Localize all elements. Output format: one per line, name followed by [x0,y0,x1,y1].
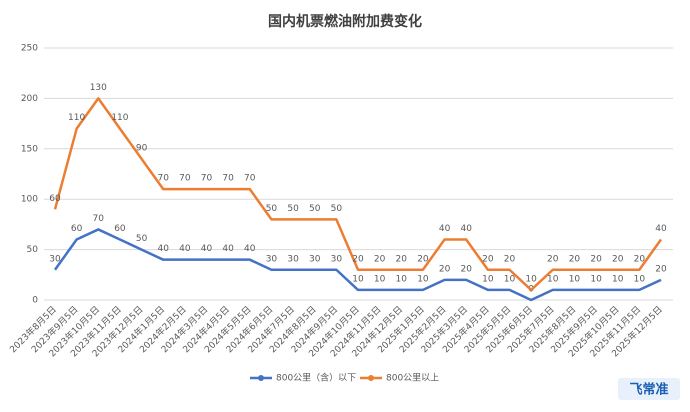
data-label: 50 [136,234,148,244]
data-label: 10 [417,274,429,284]
data-label: 30 [331,254,343,264]
data-label: 60 [71,224,83,234]
data-label: 70 [93,214,105,224]
data-label: 40 [655,224,667,234]
chart-title: 国内机票燃油附加费变化 [268,13,422,30]
y-tick-label: 0 [32,296,38,306]
data-label: 10 [612,274,624,284]
data-label: 10 [547,274,559,284]
y-tick-label: 150 [21,144,38,154]
data-label: 130 [90,83,107,93]
data-label: 70 [222,174,234,184]
data-label: 10 [634,274,646,284]
data-label: 40 [179,244,191,254]
line-series [53,228,662,302]
data-label: 20 [612,254,624,264]
data-label: 50 [287,204,299,214]
data-label: 40 [439,224,451,234]
data-label: 10 [569,274,581,284]
data-label: 50 [331,204,343,214]
data-label: 60 [114,224,126,234]
data-label: 20 [352,254,364,264]
data-label: 20 [439,264,451,274]
legend-marker [368,375,374,381]
y-tick-label: 100 [21,195,38,205]
y-tick-label: 50 [27,245,39,255]
legend-label: 800公里（含）以下 [276,372,356,384]
data-label: 20 [655,264,667,274]
legend-marker [258,375,264,381]
y-tick-label: 250 [21,44,38,54]
data-label: 70 [244,174,256,184]
data-label: 20 [396,254,408,264]
data-label: 70 [201,174,213,184]
data-label: 10 [396,274,408,284]
data-label: 20 [634,254,646,264]
data-label: 30 [49,254,61,264]
data-label: 90 [136,143,148,153]
data-label: 40 [157,244,169,254]
data-label: 30 [266,254,278,264]
data-label: 30 [287,254,299,264]
data-label: 10 [590,274,602,284]
data-label: 10 [525,274,537,284]
y-tick-label: 200 [21,94,38,104]
data-label: 20 [504,254,516,264]
data-label: 20 [590,254,602,264]
data-label: 40 [201,244,213,254]
data-label: 110 [111,113,128,123]
data-label: 70 [179,174,191,184]
data-label: 40 [222,244,234,254]
data-label: 110 [68,113,85,123]
watermark-box [618,378,680,400]
data-label: 30 [309,254,321,264]
data-label: 20 [569,254,581,264]
data-label: 20 [547,254,559,264]
data-label: 40 [460,224,472,234]
data-label: 10 [374,274,386,284]
line-series [53,97,663,292]
data-label: 50 [266,204,278,214]
data-label: 20 [482,254,494,264]
data-label: 20 [374,254,386,264]
data-label: 20 [417,254,429,264]
data-label: 50 [309,204,321,214]
data-label: 10 [482,274,494,284]
data-label: 60 [49,194,61,204]
data-label: 10 [352,274,364,284]
watermark: 飞常准 [629,382,668,398]
data-label: 40 [244,244,256,254]
legend-label: 800公里以上 [386,373,439,384]
data-label: 70 [157,174,169,184]
data-label: 20 [460,264,472,274]
data-label: 10 [504,274,516,284]
